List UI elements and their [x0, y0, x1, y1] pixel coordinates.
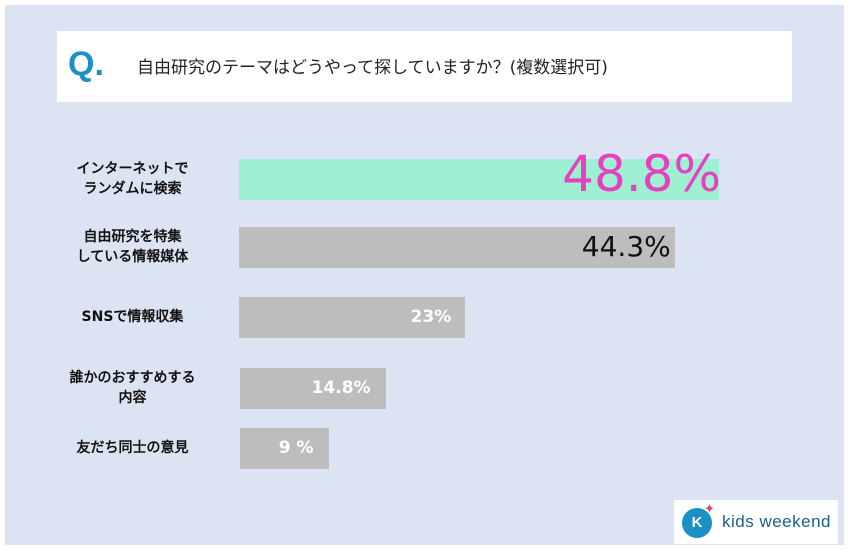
category-label: 友だち同士の意見 — [40, 438, 225, 458]
bar — [239, 227, 675, 268]
category-label: 誰かのおすすめする 内容 — [40, 368, 225, 408]
question-mark: Q. — [68, 45, 104, 83]
bar — [239, 297, 466, 338]
bar — [239, 159, 719, 200]
bar — [240, 368, 386, 409]
bar — [240, 428, 329, 469]
category-label: 自由研究を特集 している情報媒体 — [40, 227, 225, 267]
category-label: インターネットで ランダムに検索 — [40, 159, 225, 199]
value-label: 23% — [410, 307, 452, 327]
logo-text: kids weekend — [722, 512, 832, 531]
category-label-line: している情報媒体 — [76, 249, 189, 265]
category-label-line: 誰かのおすすめする — [69, 370, 196, 386]
value-label: 48.8% — [562, 145, 721, 203]
question-box: Q. 自由研究のテーマはどうやって探していますか？(複数選択可) — [57, 31, 792, 102]
sparkle-icon: ✦ — [704, 502, 715, 517]
category-label-line: インターネットで — [76, 161, 189, 177]
category-label-line: 自由研究を特集 — [83, 229, 182, 245]
category-label-line: ランダムに検索 — [83, 181, 182, 197]
category-label-line: 内容 — [118, 390, 147, 406]
value-label: 9 % — [278, 438, 314, 458]
kids-weekend-logo: K ✦ kids weekend — [674, 500, 838, 544]
logo-mark-icon: K — [682, 508, 712, 538]
value-label: 14.8% — [311, 378, 371, 398]
question-text: 自由研究のテーマはどうやって探していますか？(複数選択可) — [137, 58, 608, 78]
category-label-line: SNSで情報収集 — [81, 309, 184, 325]
category-label: SNSで情報収集 — [40, 307, 225, 327]
value-label: 44.3% — [581, 230, 671, 263]
category-label-line: 友だち同士の意見 — [76, 440, 189, 456]
